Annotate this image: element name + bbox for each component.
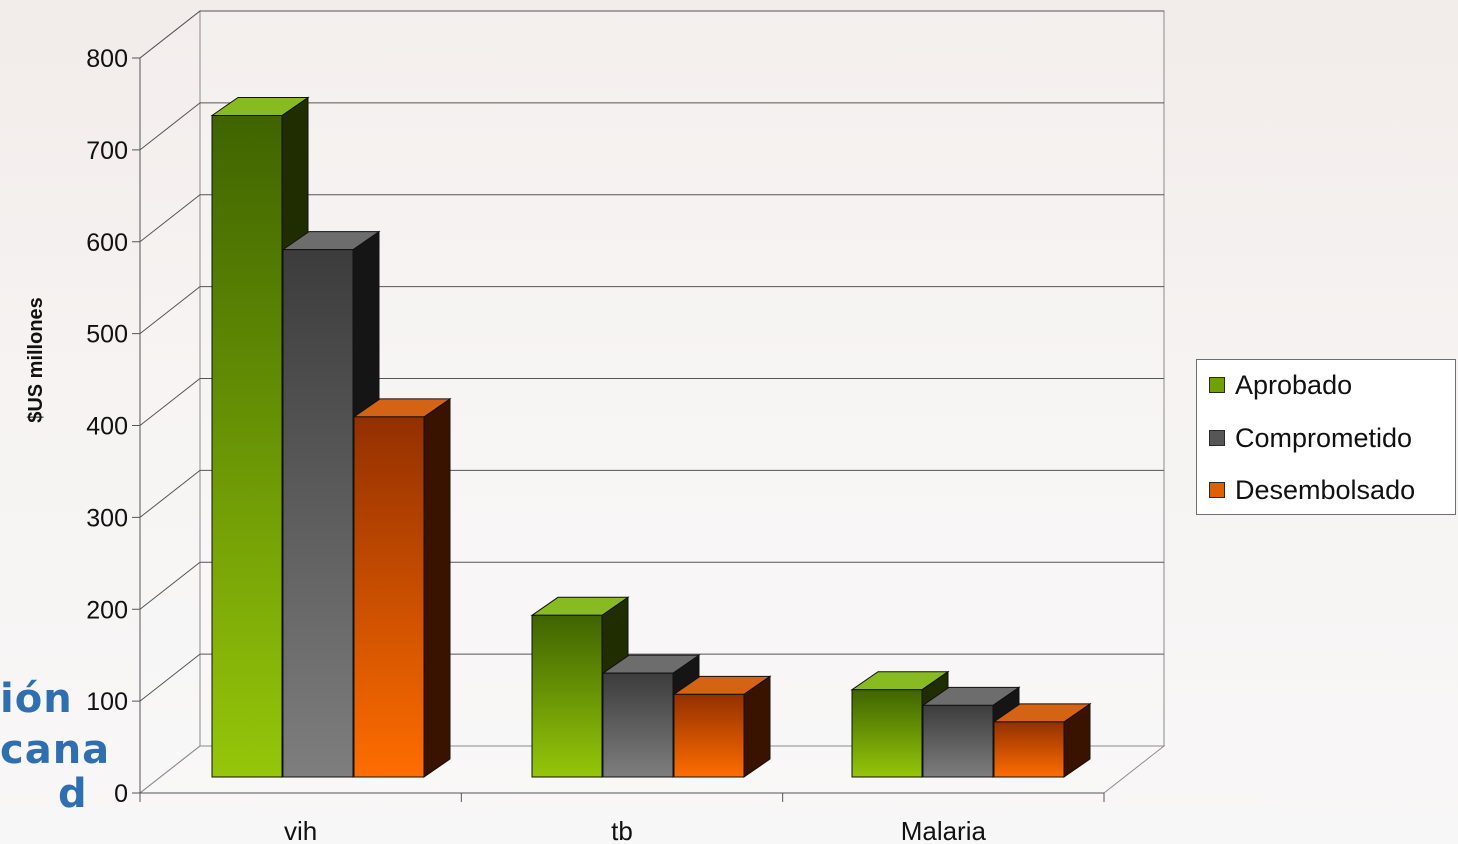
bar-vih-comprometido	[282, 249, 354, 778]
legend-item-aprobado: Aprobado	[1209, 368, 1352, 402]
x-tick-label-malaria: Malaria	[901, 816, 987, 844]
y-tick-label-300: 300	[86, 504, 128, 532]
bar-tb-comprometido	[602, 672, 674, 778]
legend-label-desembolsado: Desembolsado	[1235, 474, 1416, 505]
y-tick-label-100: 100	[86, 688, 128, 716]
bar-malaria-aprobado	[851, 689, 923, 778]
legend-swatch-aprobado	[1209, 377, 1225, 393]
bar-tb-desembolsado	[673, 693, 745, 778]
legend-label-comprometido: Comprometido	[1235, 422, 1413, 453]
background-text-fragment-1: ión	[0, 676, 73, 722]
background-text-fragment-3: d	[58, 771, 88, 817]
x-tick-label-vih: vih	[284, 816, 317, 844]
y-tick-label-400: 400	[86, 413, 128, 441]
bar-malaria-desembolsado	[993, 721, 1065, 778]
y-tick-label-500: 500	[86, 321, 128, 349]
bar-vih-desembolsado	[353, 416, 425, 778]
chart-legend: Aprobado Comprometido Desembolsado	[1196, 359, 1456, 515]
background-text-fragment-2: cana	[0, 727, 111, 773]
legend-swatch-desembolsado	[1209, 482, 1225, 498]
legend-item-desembolsado: Desembolsado	[1209, 473, 1415, 507]
bar-vih-aprobado	[211, 115, 283, 778]
gridline-100	[139, 653, 1164, 702]
legend-swatch-comprometido	[1209, 430, 1225, 446]
legend-item-comprometido: Comprometido	[1209, 421, 1412, 455]
bar-vih-desembolsado-side	[423, 397, 451, 778]
gridline-600	[139, 194, 1164, 243]
bar-tb-aprobado	[531, 614, 603, 778]
gridline-800	[139, 10, 1164, 59]
y-tick-label-0: 0	[114, 780, 128, 808]
y-tick-label-200: 200	[86, 596, 128, 624]
y-axis-title: $US millones	[25, 297, 47, 423]
gridline-200	[139, 561, 1164, 610]
gridline-400	[139, 378, 1164, 426]
y-tick-label-600: 600	[86, 229, 128, 257]
gridline-300	[139, 469, 1164, 518]
y-tick-label-700: 700	[86, 137, 128, 165]
gridline-700	[139, 102, 1164, 151]
bar-malaria-comprometido	[922, 704, 994, 778]
x-tick-label-tb: tb	[611, 816, 633, 844]
legend-label-aprobado: Aprobado	[1235, 369, 1353, 400]
gridline-500	[139, 286, 1164, 335]
y-tick-label-800: 800	[86, 45, 128, 73]
